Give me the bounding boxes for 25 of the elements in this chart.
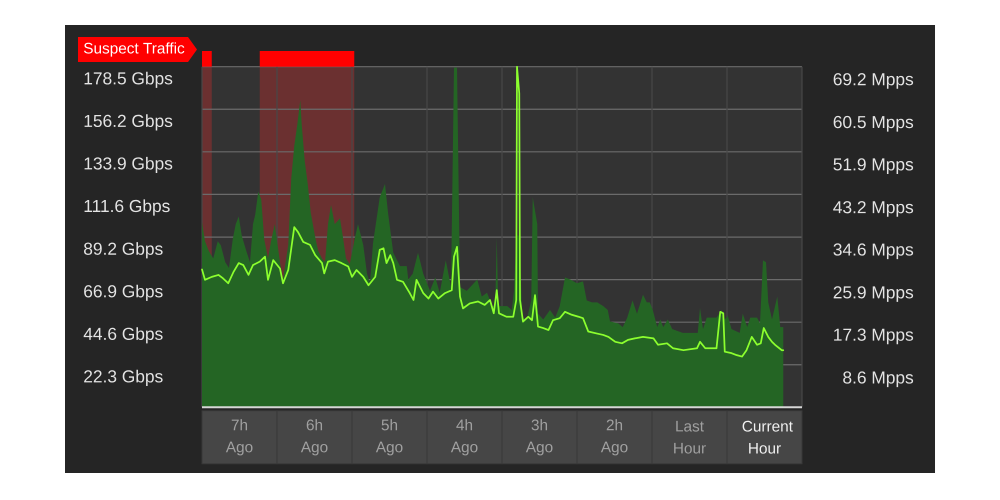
x-tick-label: 4h Ago [450,419,478,456]
x-tick-label: 2h Ago [600,419,628,456]
y2-tick-label: 69.2 Mpps [834,73,914,89]
y-tick-label: 178.5 Gbps [84,72,172,88]
y2-tick-label: 51.9 Mpps [833,158,914,174]
y-tick-label: 133.9 Gbps [84,156,172,174]
y2-tick-label: 60.5 Mpps [834,116,914,132]
y-tick-label: 111.6 Gbps [84,199,170,216]
y-tick-label: 22.3 Gbps [84,370,163,386]
x-tick-label: Current Hour [742,420,793,454]
x-tick-label: 6h Ago [300,419,328,456]
y-tick-label: 89.2 Gbps [84,242,163,258]
y2-tick-label: 17.3 Mpps [834,328,914,344]
y2-tick-label: 8.6 Mpps [843,371,914,388]
y-tick-label: 66.9 Gbps [84,284,163,301]
y-tick-label: 156.2 Gbps [84,114,172,130]
y2-tick-label: 25.9 Mpps [834,286,914,302]
y2-tick-label: 43.2 Mpps [833,201,914,217]
y2-tick-label: 34.6 Mpps [833,243,914,260]
x-tick-label: Last Hour [674,420,706,454]
y-tick-label: 44.6 Gbps [84,327,163,344]
x-tick-label: 3h Ago [526,419,552,456]
band-label: Suspect Traffic [84,42,184,57]
x-tick-label: 5h Ago [376,419,402,456]
x-tick-label: 7h Ago [226,419,252,456]
